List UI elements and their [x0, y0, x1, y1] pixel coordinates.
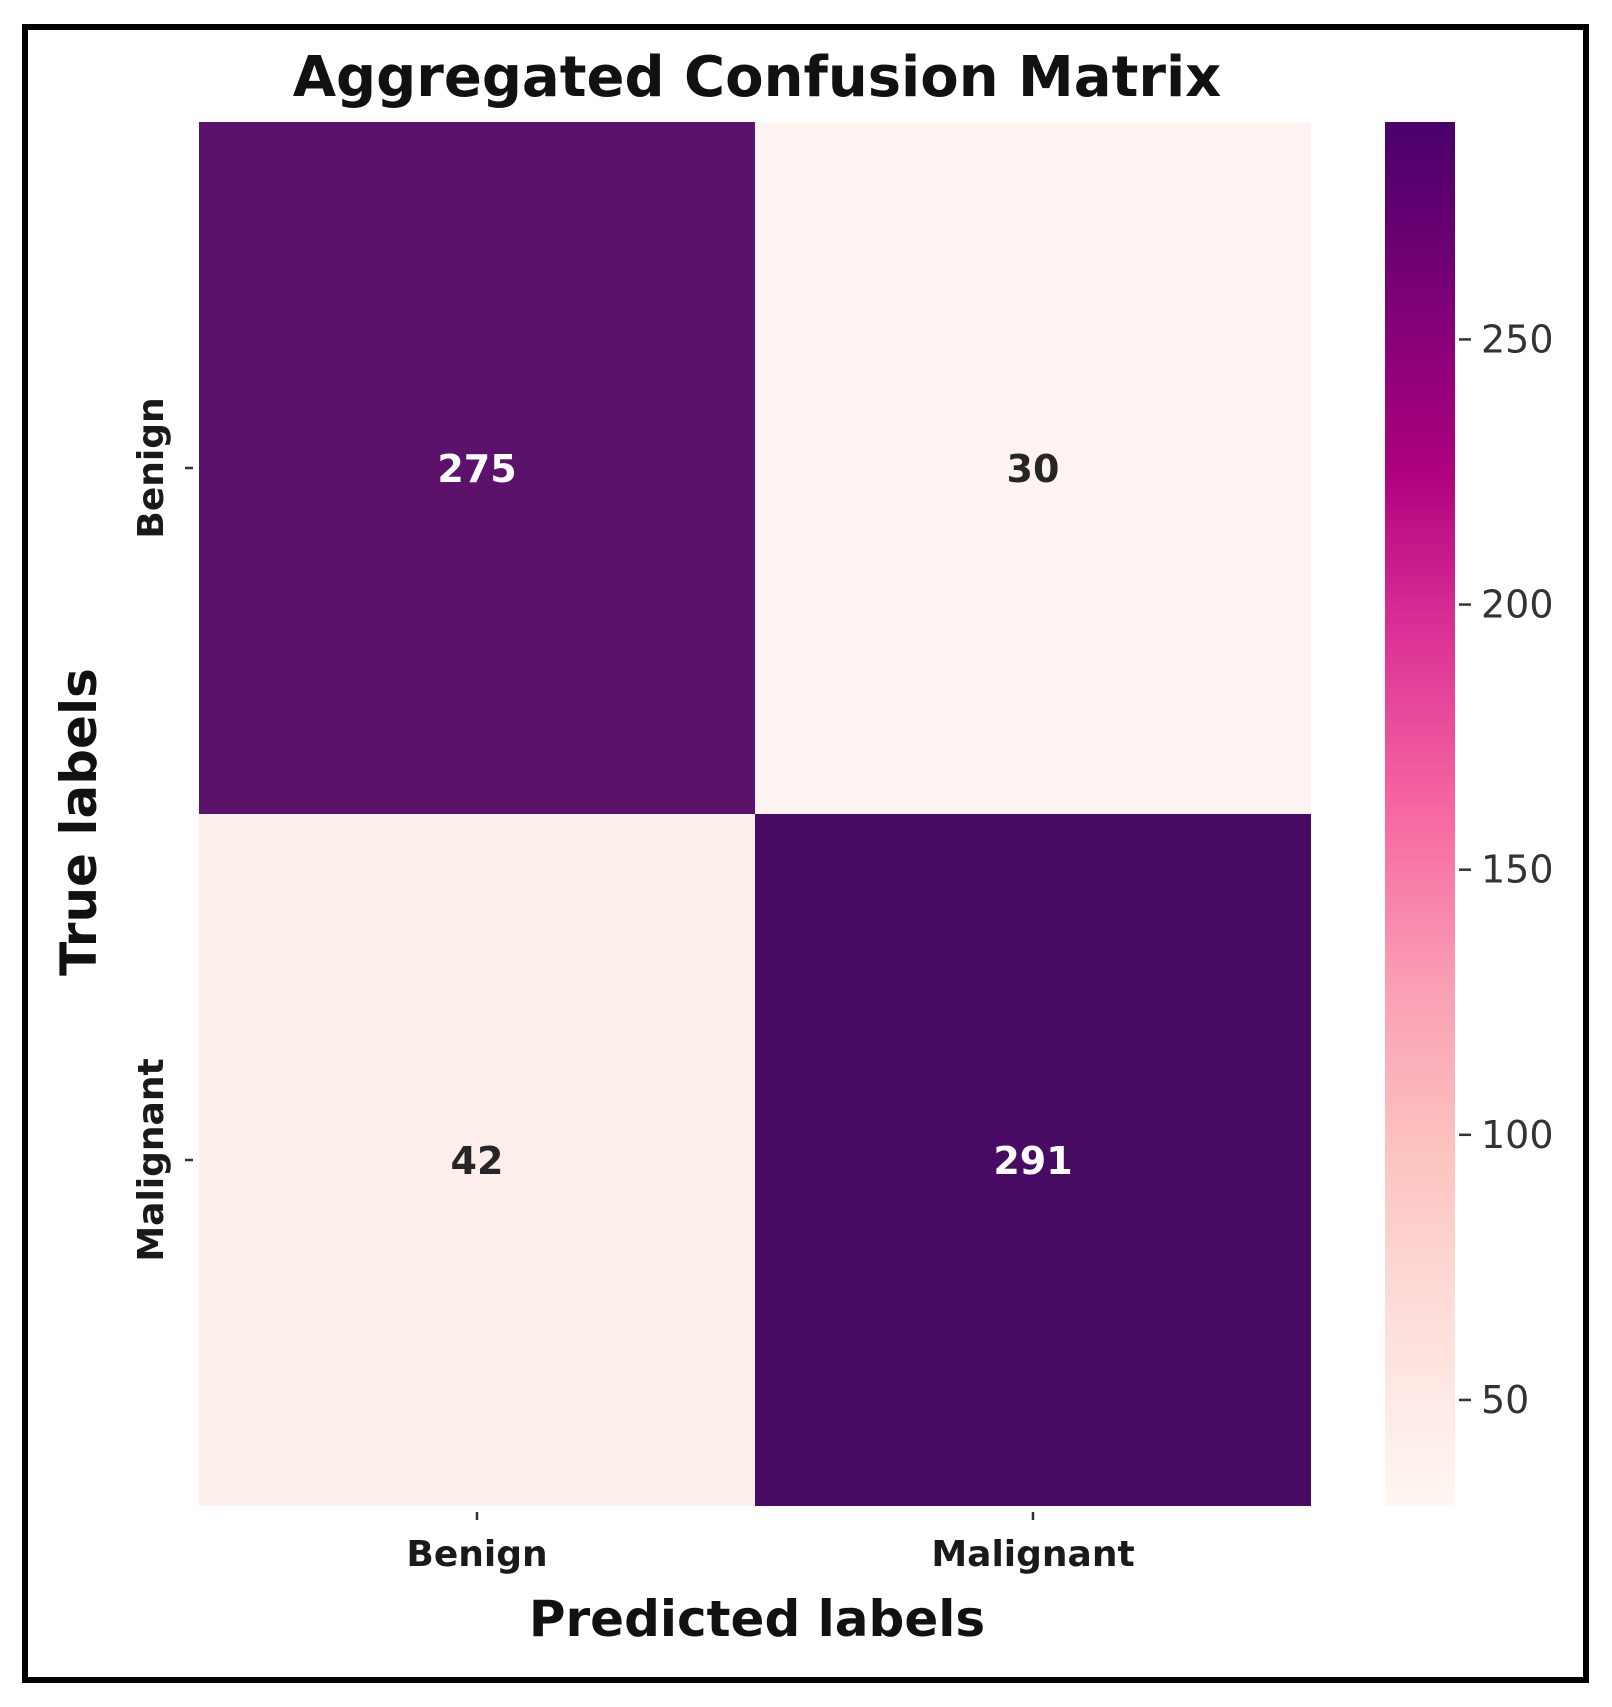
colorbar-tick-label-150: 150	[1481, 848, 1554, 892]
colorbar: 50 100 150 200 250	[1385, 122, 1554, 1506]
x-tick-label-malignant: Malignant	[931, 1534, 1134, 1575]
x-axis-title: Predicted labels	[529, 1590, 985, 1648]
colorbar-tick-label-100: 100	[1481, 1113, 1554, 1157]
y-axis-title: True labels	[50, 668, 108, 976]
colorbar-tick-label-50: 50	[1481, 1378, 1529, 1422]
cell-benign-malignant-value: 30	[1007, 447, 1060, 491]
colorbar-gradient	[1385, 122, 1455, 1506]
cell-benign-benign	[199, 122, 755, 814]
heatmap-cells: 275 30 42 291	[199, 122, 1311, 1506]
colorbar-ticks: 50 100 150 200 250	[1459, 317, 1554, 1422]
x-tick-label-benign: Benign	[406, 1534, 547, 1575]
cell-malignant-malignant	[755, 814, 1311, 1506]
y-tick-label-malignant: Malignant	[131, 1058, 172, 1261]
cell-malignant-benign	[199, 814, 755, 1506]
cell-benign-benign-value: 275	[437, 447, 516, 491]
y-axis-ticks: Benign Malignant	[131, 397, 193, 1262]
colorbar-tick-label-250: 250	[1481, 317, 1554, 361]
cell-malignant-benign-value: 42	[451, 1139, 504, 1183]
cell-malignant-malignant-value: 291	[993, 1139, 1072, 1183]
colorbar-tick-label-200: 200	[1481, 583, 1554, 627]
cell-benign-malignant	[755, 122, 1311, 814]
chart-title: Aggregated Confusion Matrix	[293, 45, 1222, 110]
x-axis-ticks: Benign Malignant	[406, 1512, 1135, 1575]
y-tick-label-benign: Benign	[131, 397, 172, 538]
